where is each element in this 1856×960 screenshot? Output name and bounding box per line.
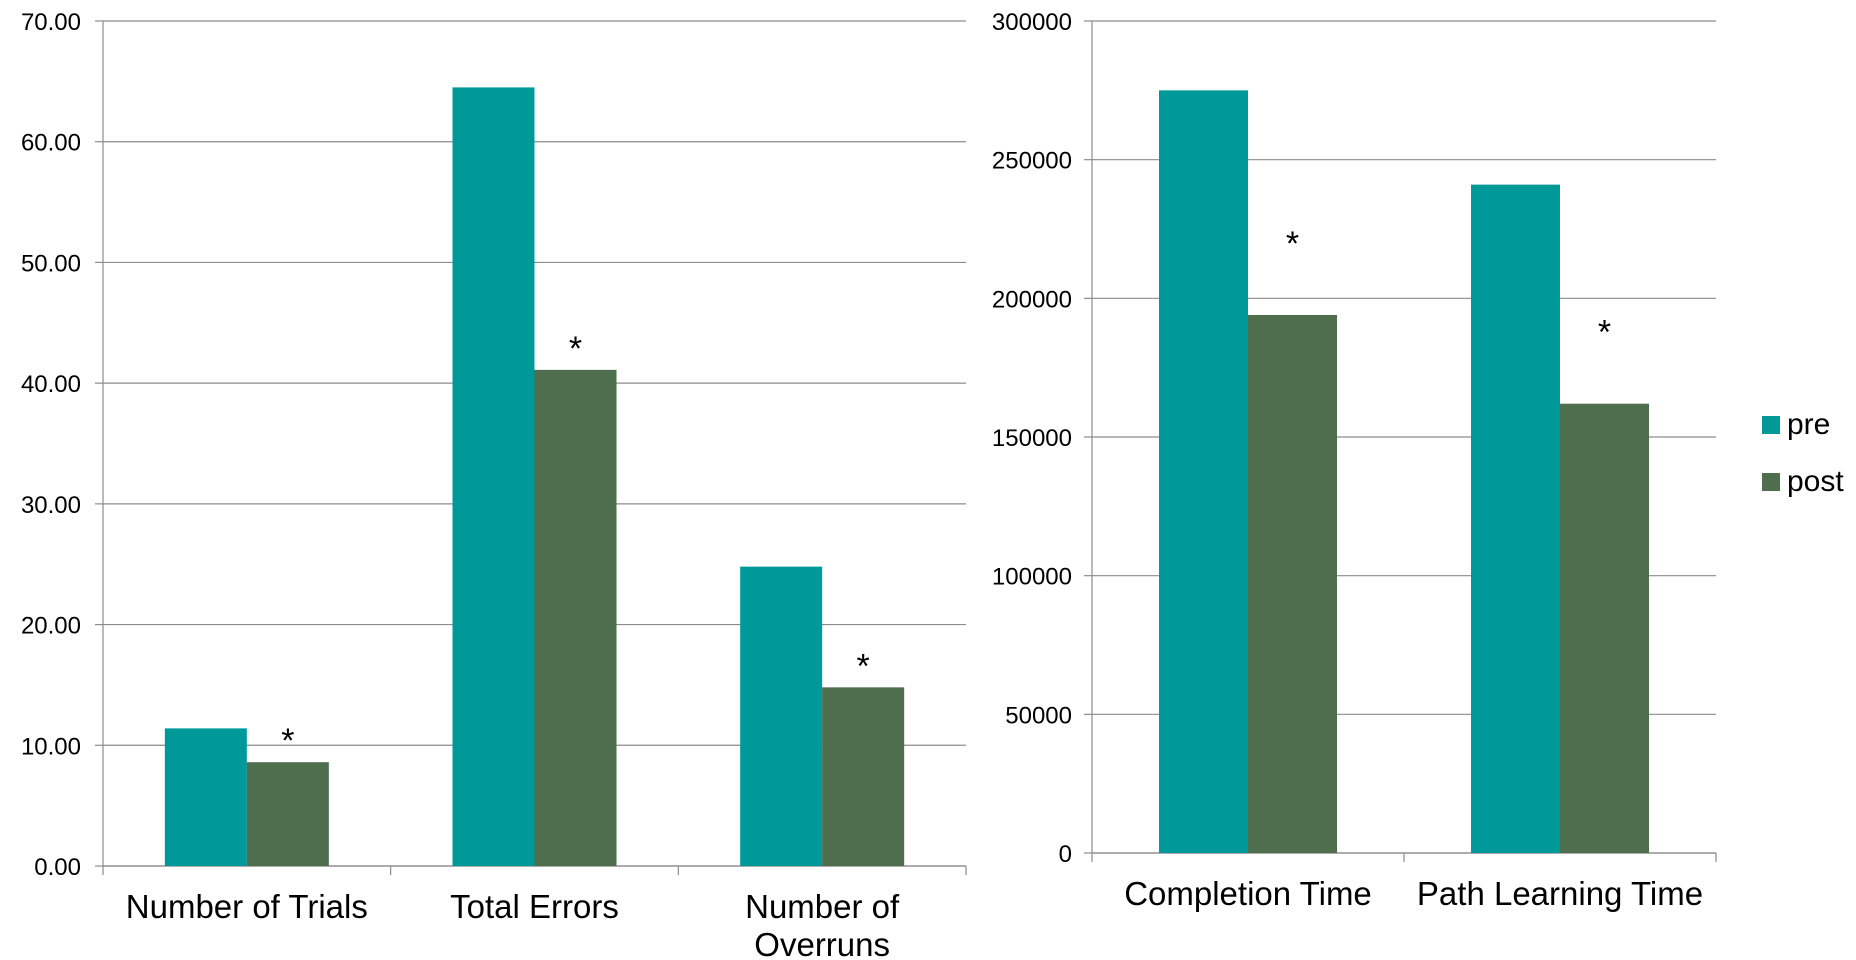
significance-marker: *: [857, 647, 870, 685]
significance-marker: *: [569, 330, 582, 368]
bar-pre: [452, 87, 535, 866]
y-tick-label: 40.00: [21, 371, 81, 398]
y-tick-label: 70.00: [21, 9, 81, 36]
bar-pre: [1159, 90, 1248, 854]
x-category-label: Path Learning Time: [1417, 875, 1703, 912]
x-category-label: Number of: [745, 888, 900, 925]
y-tick-label: 250000: [992, 148, 1072, 175]
y-tick-label: 0: [1059, 841, 1072, 868]
bar-pre: [1471, 184, 1560, 854]
y-tick-label: 30.00: [21, 492, 81, 519]
bar-pre: [164, 728, 247, 866]
bar-post: [246, 762, 329, 866]
right-chart: 0 50000 100000 150000 200000 250000 300000 Comp…: [992, 9, 1717, 912]
legend-label-post: post: [1787, 465, 1844, 498]
y-tick-label: 60.00: [21, 130, 81, 157]
legend-label-pre: pre: [1787, 408, 1830, 441]
left-chart: 0.00 10.00 20.00 30.00 40.00 50.00 60.00 70.00 N…: [21, 9, 967, 960]
y-tick-label: 20.00: [21, 613, 81, 640]
bar-post: [1560, 403, 1649, 853]
y-tick-label: 200000: [992, 286, 1072, 313]
bar-post: [534, 369, 617, 866]
x-category-label: Total Errors: [450, 888, 619, 925]
y-tick-label: 50.00: [21, 250, 81, 277]
bar-post: [822, 687, 905, 866]
y-tick-label: 0.00: [34, 854, 81, 881]
significance-marker: *: [1286, 225, 1299, 263]
y-tick-label: 300000: [992, 9, 1072, 36]
y-tick-label: 150000: [992, 425, 1072, 452]
legend: pre post: [1762, 408, 1844, 498]
bar-post: [1248, 314, 1337, 853]
y-tick-label: 50000: [1005, 702, 1072, 729]
significance-marker: *: [281, 722, 294, 760]
y-tick-label: 100000: [992, 564, 1072, 591]
legend-swatch-post: [1762, 473, 1780, 491]
y-tick-label: 10.00: [21, 733, 81, 760]
x-category-label: Overruns: [754, 926, 890, 960]
x-category-label: Number of Trials: [126, 888, 368, 925]
x-category-label: Completion Time: [1124, 875, 1372, 912]
legend-swatch-pre: [1762, 416, 1780, 434]
bar-pre: [740, 566, 823, 866]
significance-marker: *: [1598, 314, 1611, 352]
